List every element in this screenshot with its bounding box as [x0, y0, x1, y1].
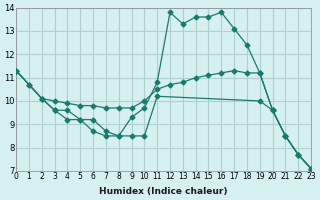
X-axis label: Humidex (Indice chaleur): Humidex (Indice chaleur) [99, 187, 228, 196]
